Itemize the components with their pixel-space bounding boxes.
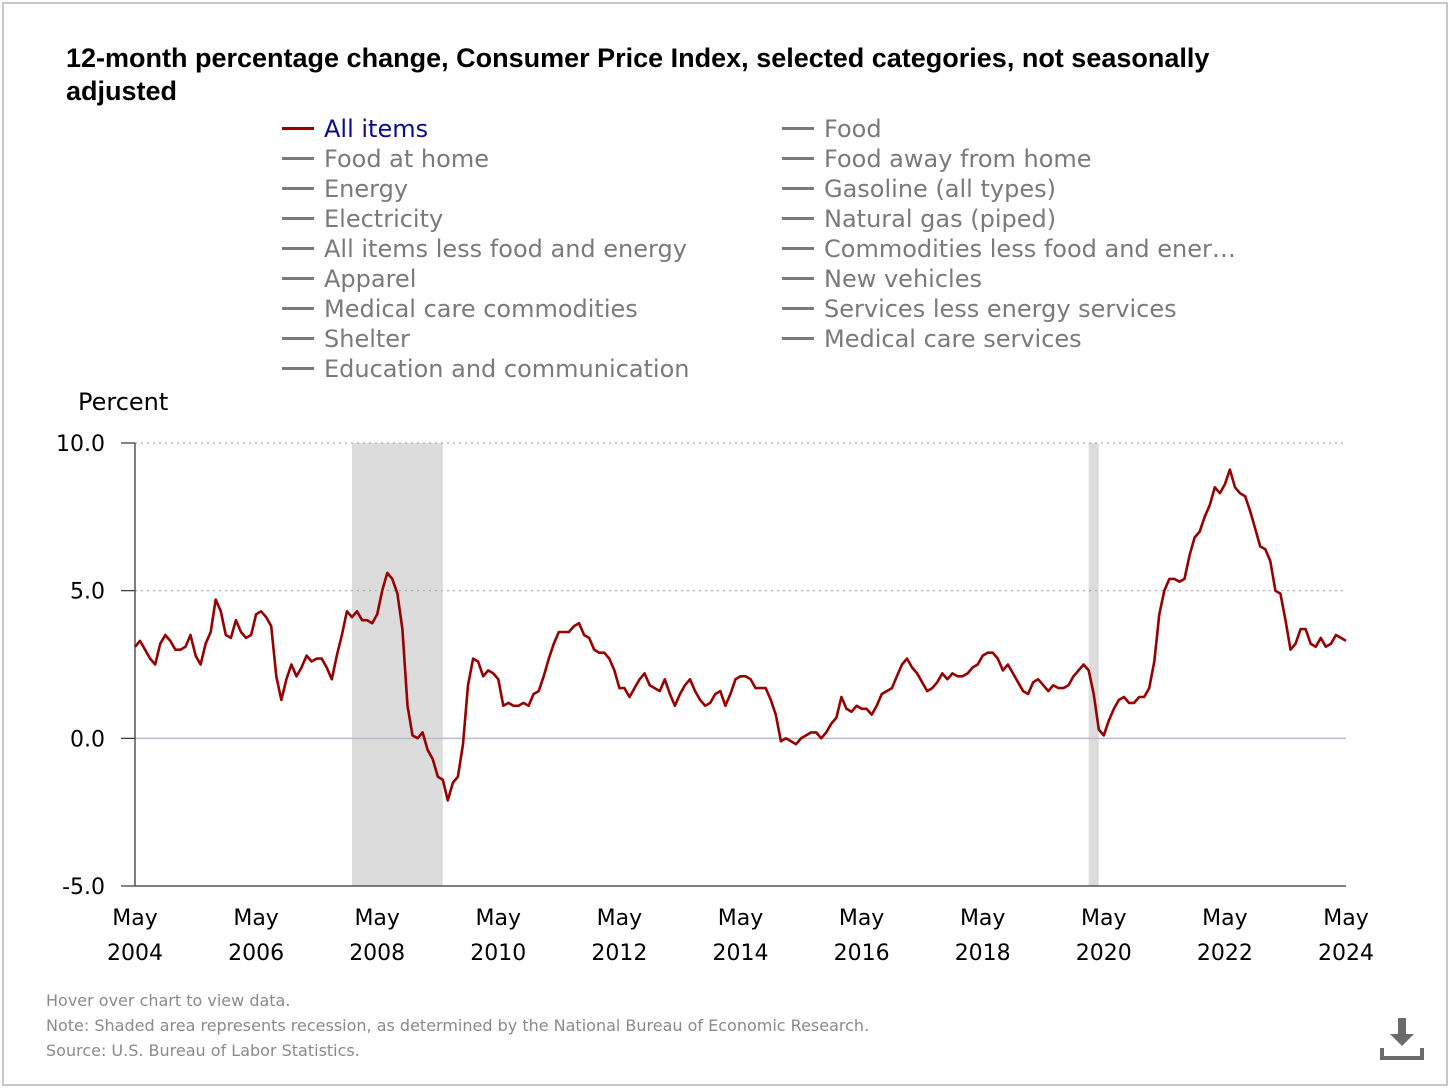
- legend-swatch: [782, 276, 814, 280]
- x-tick-label-year: 2006: [228, 941, 284, 966]
- legend-item-education-and-communication[interactable]: Education and communication: [282, 354, 690, 384]
- y-axis-label: Percent: [78, 388, 169, 416]
- legend-item-commodities-less-food-and-ener[interactable]: Commodities less food and ener…: [782, 234, 1236, 264]
- y-gridlines: [121, 442, 1346, 887]
- download-icon: [1380, 1018, 1424, 1060]
- x-tick-label: May: [1081, 906, 1126, 931]
- legend-label: Food away from home: [824, 145, 1092, 173]
- legend-swatch: [282, 336, 314, 340]
- legend-item-gasoline-all-types[interactable]: Gasoline (all types): [782, 174, 1056, 204]
- series-layer: [134, 468, 1347, 802]
- y-tick-label: 10.0: [56, 432, 105, 457]
- hover-hint: Hover over chart to view data.: [46, 991, 291, 1010]
- legend-label: Apparel: [324, 265, 417, 293]
- legend-swatch: [282, 216, 314, 220]
- legend-swatch: [282, 126, 314, 130]
- legend-item-medical-care-commodities[interactable]: Medical care commodities: [282, 294, 638, 324]
- legend-item-food-away-from-home[interactable]: Food away from home: [782, 144, 1092, 174]
- legend-label: Electricity: [324, 205, 444, 233]
- legend-swatch: [282, 156, 314, 160]
- axes: [134, 443, 1346, 887]
- x-tick-label: May: [597, 906, 642, 931]
- x-tick-label-year: 2018: [955, 941, 1011, 966]
- source-note: Source: U.S. Bureau of Labor Statistics.: [46, 1041, 360, 1060]
- legend-item-energy[interactable]: Energy: [282, 174, 408, 204]
- legend-swatch: [782, 126, 814, 130]
- download-button[interactable]: [1378, 1014, 1426, 1062]
- legend-label: Natural gas (piped): [824, 205, 1057, 233]
- chart-notes: Hover over chart to view data. Note: Sha…: [46, 988, 869, 1063]
- x-tick-label-year: 2012: [591, 941, 647, 966]
- x-tick-label: May: [839, 906, 884, 931]
- legend-swatch: [782, 186, 814, 190]
- legend-swatch: [282, 306, 314, 310]
- legend-swatch: [782, 246, 814, 250]
- x-tick-label-year: 2010: [470, 941, 526, 966]
- x-tick-label: May: [1323, 906, 1368, 931]
- legend-item-food-at-home[interactable]: Food at home: [282, 144, 489, 174]
- legend-item-medical-care-services[interactable]: Medical care services: [782, 324, 1082, 354]
- x-tick-label: May: [476, 906, 521, 931]
- y-tick-label: -5.0: [62, 875, 105, 900]
- legend-item-services-less-energy-services[interactable]: Services less energy services: [782, 294, 1177, 324]
- x-tick-label: May: [718, 906, 763, 931]
- legend-label: Services less energy services: [824, 295, 1177, 323]
- legend-label: Medical care services: [824, 325, 1082, 353]
- tick-labels: 10.0 5.0 0.0 -5.0 May 2004 May 2006 May 2008 May 20…: [56, 432, 1374, 966]
- legend-swatch: [782, 306, 814, 310]
- legend-swatch: [782, 336, 814, 340]
- legend-label: Food at home: [324, 145, 489, 173]
- legend-item-new-vehicles[interactable]: New vehicles: [782, 264, 982, 294]
- legend-item-all-items[interactable]: All items: [282, 114, 428, 144]
- legend-label: Shelter: [324, 325, 410, 353]
- x-tick-label-year: 2024: [1318, 941, 1374, 966]
- x-tick-label-year: 2004: [107, 941, 163, 966]
- legend-label: Gasoline (all types): [824, 175, 1056, 203]
- x-tick-label: May: [1202, 906, 1247, 931]
- x-tick-label-year: 2022: [1197, 941, 1253, 966]
- x-tick-label-year: 2008: [349, 941, 405, 966]
- legend-item-food[interactable]: Food: [782, 114, 882, 144]
- x-tick-label: May: [112, 906, 157, 931]
- legend-item-natural-gas-piped[interactable]: Natural gas (piped): [782, 204, 1056, 234]
- x-tick-label: May: [233, 906, 278, 931]
- legend-label: Education and communication: [324, 355, 690, 383]
- recession-band: [1088, 443, 1099, 886]
- legend-label: All items less food and energy: [324, 235, 687, 263]
- x-tick-label: May: [354, 906, 399, 931]
- legend-item-shelter[interactable]: Shelter: [282, 324, 410, 354]
- recession-band: [351, 443, 443, 886]
- recession-note: Note: Shaded area represents recession, …: [46, 1016, 870, 1035]
- legend-label: Commodities less food and ener…: [824, 235, 1236, 263]
- legend-swatch: [282, 246, 314, 250]
- legend-swatch: [782, 156, 814, 160]
- y-tick-label: 5.0: [70, 580, 105, 605]
- x-tick-label-year: 2016: [834, 941, 890, 966]
- x-tick-label: May: [960, 906, 1005, 931]
- legend-item-electricity[interactable]: Electricity: [282, 204, 443, 234]
- x-tick-label-year: 2020: [1076, 941, 1132, 966]
- x-tick-label-year: 2014: [713, 941, 769, 966]
- series-line-all-items[interactable]: [134, 468, 1347, 802]
- legend-swatch: [282, 276, 314, 280]
- legend-label: New vehicles: [824, 265, 982, 293]
- recession-shading: [351, 443, 1099, 886]
- legend-item-apparel[interactable]: Apparel: [282, 264, 416, 294]
- chart-legend: All items Food at home Energy Electricity Al…: [282, 114, 1282, 386]
- legend-label: All items: [324, 115, 429, 143]
- legend-label: Food: [824, 115, 882, 143]
- legend-swatch: [782, 216, 814, 220]
- legend-swatch: [282, 186, 314, 190]
- y-tick-label: 0.0: [70, 727, 105, 752]
- legend-item-all-items-less-food-and-energy[interactable]: All items less food and energy: [282, 234, 687, 264]
- legend-label: Energy: [324, 175, 409, 203]
- legend-swatch: [282, 366, 314, 370]
- chart-title: 12-month percentage change, Consumer Pri…: [66, 43, 1210, 106]
- legend-label: Medical care commodities: [324, 295, 638, 323]
